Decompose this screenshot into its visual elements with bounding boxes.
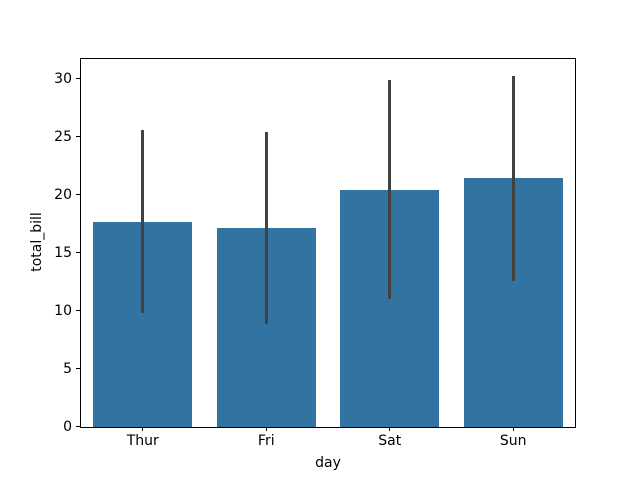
y-tick-label: 25 <box>54 128 72 145</box>
y-tick-label: 30 <box>54 70 72 87</box>
y-tick-mark <box>76 310 80 312</box>
x-tick-label: Fri <box>257 433 275 449</box>
y-tick-mark <box>76 252 80 254</box>
y-tick-label: 20 <box>54 186 72 203</box>
y-tick-label: 5 <box>63 360 72 377</box>
x-axis-label: day <box>315 455 341 471</box>
x-tick-mark <box>512 427 514 431</box>
y-tick-label: 10 <box>54 302 72 319</box>
y-tick-mark <box>76 426 80 427</box>
y-axis-label: total_bill <box>29 212 45 272</box>
y-tick-label: 0 <box>63 418 72 435</box>
x-tick-mark <box>265 427 267 431</box>
plot-area <box>80 57 576 428</box>
y-tick-label: 15 <box>54 244 72 261</box>
y-tick-mark <box>76 194 80 196</box>
x-tick-mark <box>142 427 144 431</box>
errorbar-fri <box>264 131 268 324</box>
errorbar-sun <box>511 76 515 281</box>
y-tick-mark <box>76 136 80 138</box>
x-tick-mark <box>389 427 391 431</box>
x-tick-label: Sat <box>378 433 402 449</box>
x-tick-label: Thur <box>126 433 159 449</box>
errorbar-sat <box>388 79 392 300</box>
x-tick-label: Sun <box>499 433 527 449</box>
y-tick-mark <box>76 78 80 80</box>
y-tick-mark <box>76 368 80 370</box>
errorbar-thur <box>141 130 145 313</box>
